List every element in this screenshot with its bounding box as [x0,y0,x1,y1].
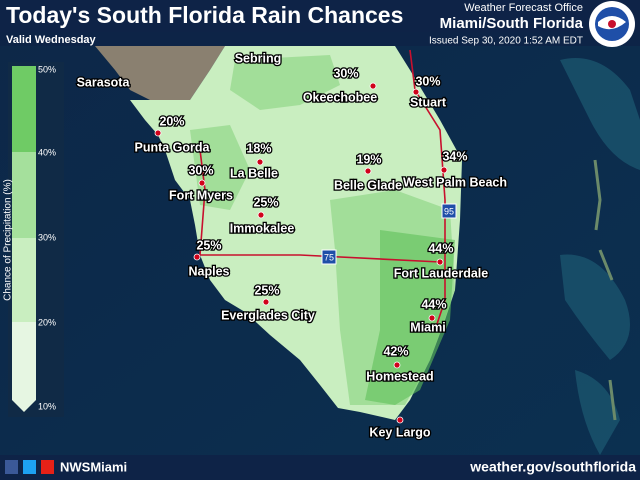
city-dot [262,298,270,306]
title: Today's South Florida Rain Chances [6,2,403,28]
rain-chance: 42% [383,344,408,358]
city-name: Everglades City [221,308,315,322]
rain-chance: 30% [188,163,213,177]
legend-swatch [12,322,36,412]
city-name: Immokalee [230,221,295,235]
city-dot [154,129,162,137]
legend-tick: 10% [38,401,56,411]
rain-chance: 30% [333,66,358,80]
outside-area [95,46,225,100]
city-name: Key Largo [369,425,430,439]
roads [199,49,446,331]
twitter-icon[interactable] [23,460,36,474]
city-name: Punta Gorda [134,140,210,154]
city-name: Stuart [410,95,447,109]
city-dot [436,258,444,266]
city-dot [369,82,377,90]
city-name: Naples [189,264,230,278]
city-name: Belle Glade [334,178,402,192]
city-dot [428,314,436,322]
highway-label: 95 [444,206,454,216]
city-dot [256,158,264,166]
highway-75: 75 [321,249,337,265]
office: Weather Forecast Office [464,2,583,14]
city-dot [412,88,420,96]
legend-swatch [12,238,36,322]
city-name: Miami [410,320,445,334]
city-name: Sarasota [77,75,131,89]
city-name: Fort Myers [169,188,233,202]
city-name: West Palm Beach [403,175,507,189]
rain-chance: 25% [253,195,278,209]
city-dot [198,179,206,187]
islands [593,159,617,421]
rain-chance: 30% [415,74,440,88]
youtube-icon[interactable] [41,460,54,474]
header-bar [0,0,640,32]
legend-tick: 40% [38,147,56,157]
subtitle: Valid Wednesday [6,34,97,46]
highway-95: 95 [441,203,457,219]
city-dot [440,166,448,174]
rain-chance: 34% [442,149,467,163]
website[interactable]: weather.gov/southflorida [469,459,636,475]
rain-area-high [365,230,455,405]
cities: Sarasota Sebring 30% Okeechobee 30% Stuart 20%… [75,50,508,441]
city-name: Sebring [235,51,282,65]
rain-chance: 25% [196,238,221,252]
rain-chance: 20% [159,114,184,128]
rain-chance: 18% [246,141,271,155]
city-dot [257,211,265,219]
region: Miami/South Florida [440,15,584,32]
legend-swatch [12,152,36,238]
rain-chance: 44% [421,297,446,311]
city-name: La Belle [230,166,278,180]
nws-logo [589,1,635,47]
bahamas-banks [560,58,640,455]
highway-label: 75 [324,252,334,262]
city-name: Fort Lauderdale [394,266,489,280]
facebook-icon[interactable] [5,460,18,474]
rain-chance: 44% [428,241,453,255]
rain-chance: 25% [254,283,279,297]
city-dot [364,167,372,175]
rain-chance: 19% [356,152,381,166]
legend-tick: 20% [38,317,56,327]
footer-bar [0,455,640,480]
city-dot [193,253,201,261]
legend-tick: 50% [38,64,56,74]
social-handle[interactable]: NWSMiami [60,459,127,474]
issued: Issued Sep 30, 2020 1:52 AM EDT [429,36,583,47]
city-name: Okeechobee [303,90,377,104]
city-name: Homestead [366,369,433,383]
city-dot [396,416,404,424]
legend-swatch [12,66,36,152]
city-dot [393,361,401,369]
subheader-bar [0,32,640,46]
legend-title: Chance of Precipitation (%) [3,179,14,301]
legend-tick: 30% [38,232,56,242]
